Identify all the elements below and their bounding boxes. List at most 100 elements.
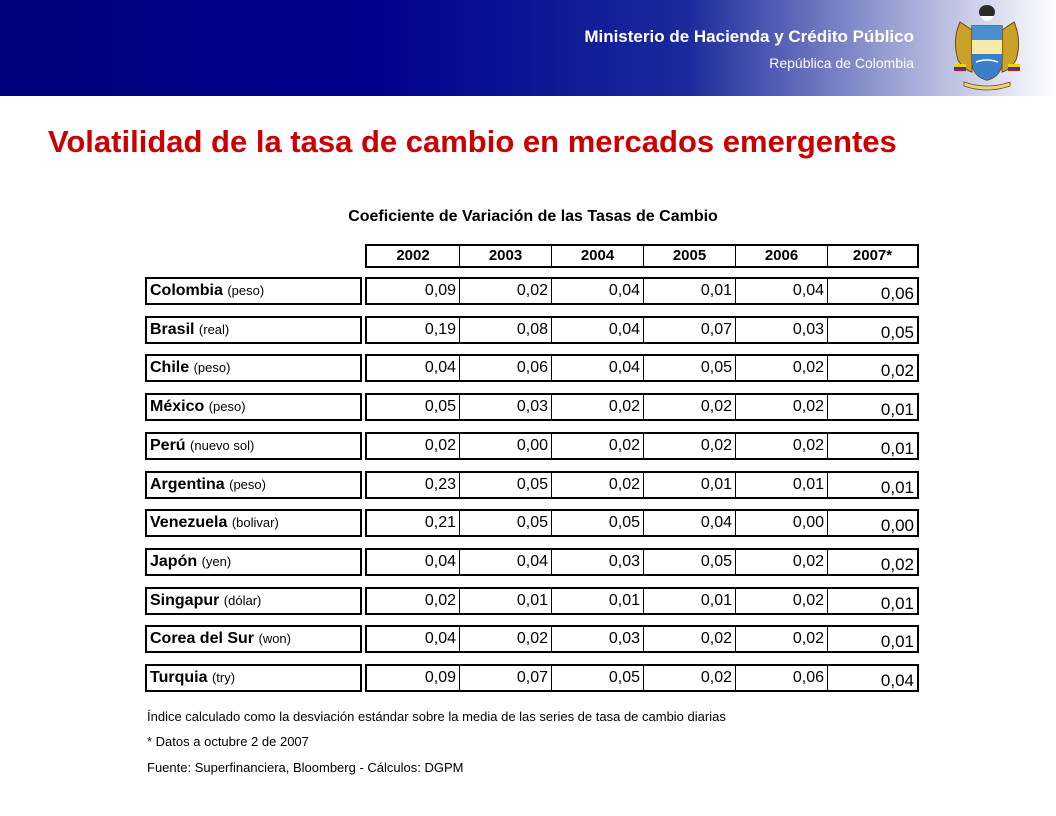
values-cell-group: 0,04 0,06 0,04 0,05 0,02 0,02 xyxy=(365,354,919,382)
value-cell: 0,07 xyxy=(459,666,551,690)
value-cell: 0,01 xyxy=(827,473,917,497)
value-cell: 0,02 xyxy=(827,550,917,574)
note-source: Fuente: Superfinanciera, Bloomberg - Cál… xyxy=(147,760,464,775)
value-cell: 0,08 xyxy=(459,318,551,342)
country-cell: Singapur (dólar) xyxy=(145,587,362,615)
value-cell: 0,00 xyxy=(827,511,917,535)
year-header-cell: 2007* xyxy=(827,246,917,266)
value-cell: 0,02 xyxy=(551,473,643,497)
table-row: Perú (nuevo sol) 0,02 0,00 0,02 0,02 0,02 0,01 xyxy=(145,432,921,460)
value-cell: 0,04 xyxy=(643,511,735,535)
value-cell: 0,05 xyxy=(424,398,456,415)
value-cell: 0,02 xyxy=(459,627,551,651)
table-row: México (peso) 0,05 0,03 0,02 0,02 0,02 0,01 xyxy=(145,393,921,421)
value-cell: 0,02 xyxy=(735,395,827,419)
currency-name: (peso) xyxy=(229,477,266,492)
value-cell: 0,23 xyxy=(424,476,456,493)
values-cell-group: 0,04 0,02 0,03 0,02 0,02 0,01 xyxy=(365,625,919,653)
country-cell: Chile (peso) xyxy=(145,354,362,382)
year-header-row: 2002 2003 2004 2005 2006 2007* xyxy=(365,244,919,268)
colombia-coat-of-arms-icon xyxy=(954,5,1020,91)
value-cell: 0,02 xyxy=(643,627,735,651)
value-cell: 0,05 xyxy=(551,666,643,690)
value-cell: 0,05 xyxy=(643,356,735,380)
currency-name: (yen) xyxy=(201,554,232,569)
value-cell: 0,01 xyxy=(735,473,827,497)
table-row: Turquia (try) 0,09 0,07 0,05 0,02 0,06 0,04 xyxy=(145,664,921,692)
currency-name: (nuevo sol) xyxy=(190,438,255,453)
currency-name: (won) xyxy=(258,631,291,646)
header-banner: Ministerio de Hacienda y Crédito Público… xyxy=(0,0,1056,96)
values-cell-group: 0,04 0,04 0,03 0,05 0,02 0,02 xyxy=(365,548,919,576)
country-name: Venezuela xyxy=(150,514,228,531)
currency-name: (bolivar) xyxy=(231,515,279,530)
value-cell: 0,00 xyxy=(735,511,827,535)
value-cell: 0,09 xyxy=(424,282,456,299)
value-cell: 0,04 xyxy=(459,550,551,574)
value-cell: 0,02 xyxy=(459,279,551,303)
value-cell: 0,02 xyxy=(424,437,456,454)
values-cell-group: 0,23 0,05 0,02 0,01 0,01 0,01 xyxy=(365,471,919,499)
value-cell: 0,02 xyxy=(735,627,827,651)
value-cell: 0,03 xyxy=(459,395,551,419)
currency-name: (peso) xyxy=(193,360,231,375)
value-cell: 0,02 xyxy=(827,356,917,380)
country-name: Colombia xyxy=(150,282,223,299)
value-cell: 0,19 xyxy=(424,321,456,338)
value-cell: 0,01 xyxy=(827,395,917,419)
value-cell: 0,02 xyxy=(424,592,456,609)
value-cell: 0,04 xyxy=(551,279,643,303)
year-header-cell: 2004 xyxy=(551,246,643,266)
republic-name: República de Colombia xyxy=(769,55,914,71)
country-name: México xyxy=(150,398,205,415)
year-header-cell: 2005 xyxy=(643,246,735,266)
values-cell-group: 0,09 0,07 0,05 0,02 0,06 0,04 xyxy=(365,664,919,692)
table-row: Argentina (peso) 0,23 0,05 0,02 0,01 0,01 0,01 xyxy=(145,471,921,499)
table-row: Colombia (peso) 0,09 0,02 0,04 0,01 0,04 0,06 xyxy=(145,277,921,305)
value-cell: 0,06 xyxy=(735,666,827,690)
value-cell: 0,01 xyxy=(643,473,735,497)
value-cell: 0,04 xyxy=(424,630,456,647)
value-cell: 0,03 xyxy=(551,627,643,651)
value-cell: 0,02 xyxy=(735,434,827,458)
country-cell: Corea del Sur (won) xyxy=(145,625,362,653)
value-cell: 0,01 xyxy=(643,279,735,303)
country-cell: Turquia (try) xyxy=(145,664,362,692)
value-cell: 0,05 xyxy=(459,473,551,497)
note-methodology: Índice calculado como la desviación está… xyxy=(147,709,726,724)
year-header-cell: 2003 xyxy=(459,246,551,266)
value-cell: 0,01 xyxy=(459,589,551,613)
value-cell: 0,06 xyxy=(827,279,917,303)
table-row: Japón (yen) 0,04 0,04 0,03 0,05 0,02 0,02 xyxy=(145,548,921,576)
currency-name: (dólar) xyxy=(223,593,262,608)
value-cell: 0,02 xyxy=(643,666,735,690)
value-cell: 0,01 xyxy=(827,589,917,613)
country-cell: Venezuela (bolivar) xyxy=(145,509,362,537)
value-cell: 0,02 xyxy=(551,434,643,458)
country-name: Brasil xyxy=(150,321,195,338)
country-cell: México (peso) xyxy=(145,393,362,421)
value-cell: 0,05 xyxy=(643,550,735,574)
value-cell: 0,05 xyxy=(459,511,551,535)
value-cell: 0,02 xyxy=(735,356,827,380)
value-cell: 0,04 xyxy=(735,279,827,303)
year-header-cell: 2006 xyxy=(735,246,827,266)
table-row: Venezuela (bolivar) 0,21 0,05 0,05 0,04 0,00 0… xyxy=(145,509,921,537)
table-row: Chile (peso) 0,04 0,06 0,04 0,05 0,02 0,02 xyxy=(145,354,921,382)
values-cell-group: 0,02 0,01 0,01 0,01 0,02 0,01 xyxy=(365,587,919,615)
value-cell: 0,21 xyxy=(424,514,456,531)
value-cell: 0,02 xyxy=(643,434,735,458)
value-cell: 0,07 xyxy=(643,318,735,342)
value-cell: 0,04 xyxy=(551,318,643,342)
currency-name: (peso) xyxy=(208,399,246,414)
values-cell-group: 0,19 0,08 0,04 0,07 0,03 0,05 xyxy=(365,316,919,344)
table-title: Coeficiente de Variación de las Tasas de… xyxy=(348,208,718,225)
table-row: Singapur (dólar) 0,02 0,01 0,01 0,01 0,02 0,01 xyxy=(145,587,921,615)
value-cell: 0,05 xyxy=(551,511,643,535)
country-name: Singapur xyxy=(150,592,220,609)
values-cell-group: 0,02 0,00 0,02 0,02 0,02 0,01 xyxy=(365,432,919,460)
value-cell: 0,01 xyxy=(827,434,917,458)
value-cell: 0,06 xyxy=(459,356,551,380)
country-cell: Brasil (real) xyxy=(145,316,362,344)
country-cell: Perú (nuevo sol) xyxy=(145,432,362,460)
